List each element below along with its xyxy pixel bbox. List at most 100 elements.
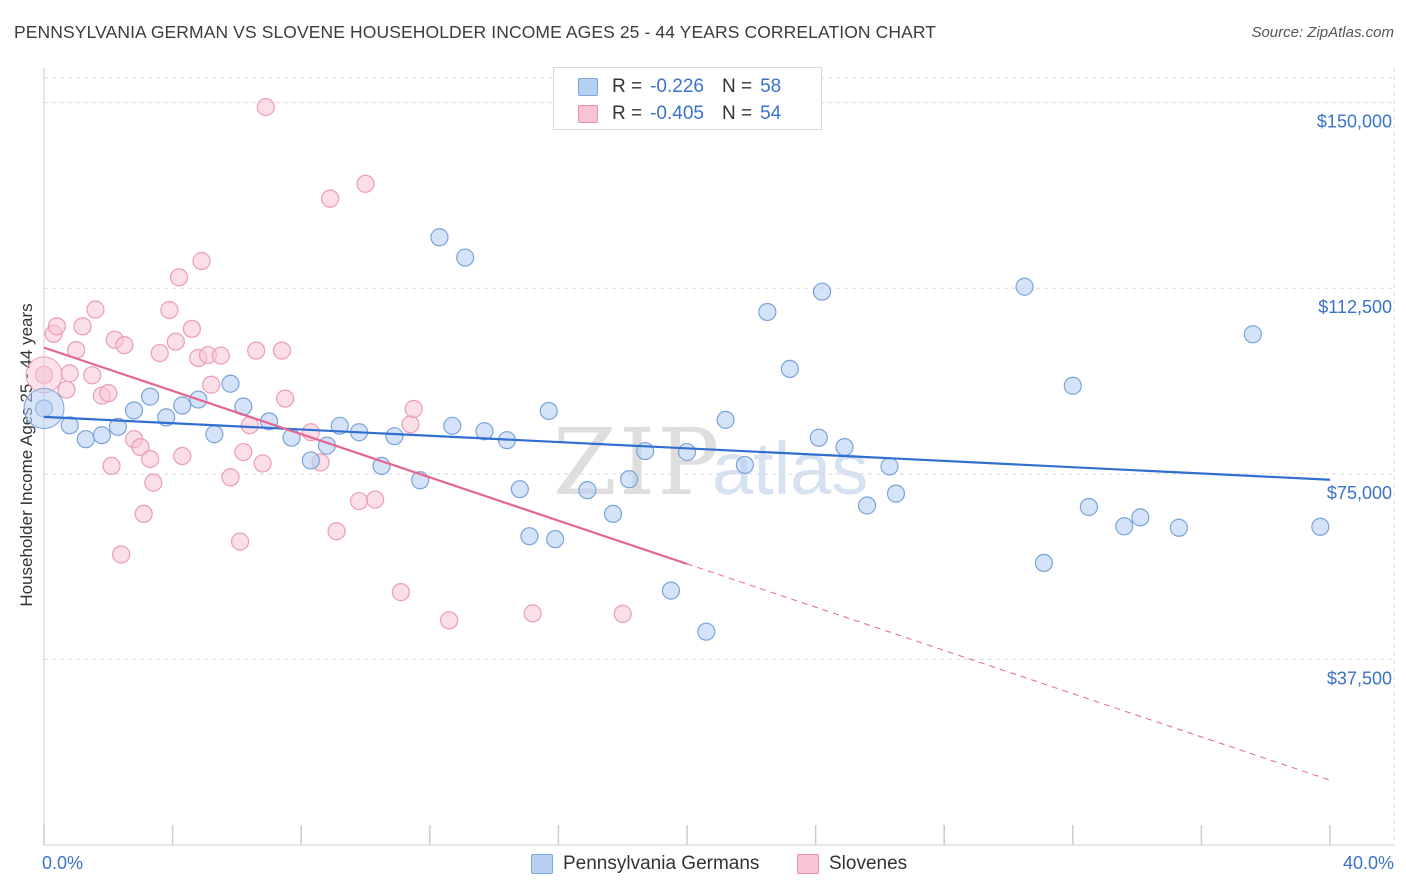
data-point-pennsylvania-germans [603, 504, 623, 524]
data-point-slovenes [182, 319, 201, 338]
x-tick-label: 0.0% [42, 853, 83, 873]
legend-row-pennsylvania-germans: R = -0.226 N = 58 [578, 74, 781, 100]
data-point-slovenes [327, 522, 346, 541]
data-point-pennsylvania-germans [812, 282, 832, 301]
data-point-pennsylvania-germans [539, 401, 558, 421]
legend-swatch-blue [578, 78, 598, 96]
data-point-slovenes [150, 343, 169, 363]
legend-n-label: N = [721, 103, 753, 124]
data-point-slovenes [253, 454, 272, 473]
data-point-slovenes [25, 356, 63, 394]
data-point-pennsylvania-germans [301, 451, 320, 470]
data-point-slovenes [169, 268, 189, 287]
source-label: Source: ZipAtlas.com [1251, 24, 1394, 41]
data-point-pennsylvania-germans [475, 422, 494, 441]
data-point-pennsylvania-germans [1115, 517, 1134, 536]
data-point-slovenes [166, 332, 185, 351]
bottom-legend-pennsylvania-germans[interactable]: Pennsylvania Germans [531, 852, 759, 876]
data-point-pennsylvania-germans [1131, 508, 1150, 527]
data-point-pennsylvania-germans [456, 248, 475, 267]
data-point-slovenes [86, 300, 105, 319]
data-point-pennsylvania-germans [1079, 497, 1098, 517]
legend-r-value: -0.226 [650, 76, 704, 97]
data-point-pennsylvania-germans [124, 401, 144, 420]
y-tick-label: $37,500 [1327, 668, 1392, 688]
data-point-slovenes [401, 415, 420, 434]
data-point-slovenes [221, 468, 240, 487]
y-tick-labels: $37,500 $75,000 $112,500 $150,000 [1317, 112, 1392, 689]
data-point-slovenes [356, 174, 375, 193]
data-point-slovenes [140, 449, 160, 469]
data-point-pennsylvania-germans [385, 427, 404, 446]
data-point-pennsylvania-germans [430, 228, 449, 247]
data-point-slovenes [349, 491, 369, 511]
data-point-pennsylvania-germans [809, 428, 828, 447]
data-point-slovenes [60, 364, 79, 383]
legend-swatch-blue [531, 854, 553, 874]
chart-title: PENNSYLVANIA GERMAN VS SLOVENE HOUSEHOLD… [14, 22, 937, 42]
data-point-pennsylvania-germans [546, 530, 565, 549]
data-point-pennsylvania-germans [173, 396, 192, 415]
x-tick-label: 40.0% [1343, 853, 1394, 873]
data-point-pennsylvania-germans [880, 457, 899, 476]
data-point-slovenes [83, 366, 102, 385]
data-point-pennsylvania-germans [205, 425, 224, 444]
data-point-slovenes [192, 251, 211, 271]
watermark: ZIP atlas [553, 409, 868, 516]
legend-r-label: R = [612, 103, 643, 124]
data-point-pennsylvania-germans [1169, 518, 1188, 537]
x-ticks [43, 825, 1331, 845]
data-point-pennsylvania-germans [835, 437, 854, 457]
data-point-slovenes [523, 604, 542, 623]
trend-line-slovenes [43, 346, 688, 565]
series-slovenes [25, 97, 632, 630]
axes [43, 68, 1394, 846]
data-point-pennsylvania-germans [1311, 517, 1330, 536]
data-point-slovenes [160, 300, 179, 320]
data-point-pennsylvania-germans [758, 302, 777, 322]
trend-line-pennsylvania-germans [43, 415, 1331, 481]
data-point-pennsylvania-germans [443, 416, 462, 435]
x-tick-labels: 0.0% 40.0% [42, 853, 1394, 873]
data-point-slovenes [247, 341, 266, 360]
data-point-pennsylvania-germans [221, 374, 240, 393]
data-point-pennsylvania-germans [23, 387, 65, 429]
legend-swatch-pink [578, 105, 598, 123]
data-point-pennsylvania-germans [578, 481, 597, 500]
data-point-slovenes [115, 336, 134, 355]
data-point-pennsylvania-germans [780, 359, 799, 379]
legend-n-value: 58 [760, 76, 782, 97]
data-point-pennsylvania-germans [1015, 277, 1034, 296]
data-point-slovenes [231, 532, 250, 551]
data-point-pennsylvania-germans [1034, 553, 1053, 573]
data-point-slovenes [256, 97, 275, 117]
data-point-pennsylvania-germans [697, 622, 716, 641]
data-point-slovenes [276, 389, 295, 408]
data-point-pennsylvania-germans [886, 484, 906, 503]
data-point-slovenes [47, 317, 66, 336]
data-point-pennsylvania-germans [716, 410, 735, 429]
data-point-pennsylvania-germans [92, 426, 111, 445]
data-point-pennsylvania-germans [620, 470, 639, 489]
data-point-pennsylvania-germans [677, 442, 697, 462]
bottom-legend-slovenes[interactable]: Slovenes [797, 852, 907, 876]
data-point-pennsylvania-germans [108, 417, 128, 436]
data-point-pennsylvania-germans [510, 480, 529, 499]
data-point-slovenes [134, 504, 153, 524]
data-point-slovenes [144, 473, 163, 492]
y-axis-label: Householder Income Ages 25 - 44 years [17, 303, 36, 606]
data-point-slovenes [131, 437, 150, 457]
watermark-zip: ZIP [553, 409, 721, 516]
legend-label-pennsylvania-germans: Pennsylvania Germans [563, 853, 760, 874]
data-point-pennsylvania-germans [60, 416, 79, 435]
legend-label-slovenes: Slovenes [829, 853, 908, 874]
legend-n-label: N = [721, 76, 753, 97]
data-point-pennsylvania-germans [857, 496, 877, 515]
trend-lines [43, 346, 1331, 781]
data-point-slovenes [366, 490, 385, 509]
y-tick-label: $112,500 [1318, 297, 1392, 317]
correlation-legend: R = -0.226 N = 58 R = -0.405 N = 54 [553, 67, 822, 130]
data-point-slovenes [73, 317, 92, 336]
data-point-slovenes [439, 611, 459, 630]
